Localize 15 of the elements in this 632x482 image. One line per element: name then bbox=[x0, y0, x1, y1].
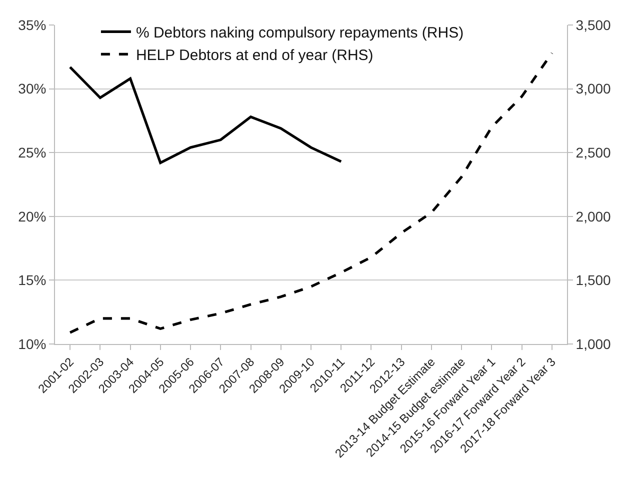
y2-tick-label: 1,000 bbox=[576, 336, 612, 352]
y-tick-label: 10% bbox=[18, 336, 46, 352]
y2-tick-label: 1,500 bbox=[576, 272, 612, 288]
y2-tick-label: 2,000 bbox=[576, 208, 612, 224]
y-tick-label: 15% bbox=[18, 272, 46, 288]
y2-tick-label: 2,500 bbox=[576, 144, 612, 160]
y-tick-label: 25% bbox=[18, 144, 46, 160]
y2-tick-label: 3,500 bbox=[576, 16, 612, 33]
y2-tick-label: 3,000 bbox=[576, 80, 612, 97]
y-tick-label: 35% bbox=[18, 16, 46, 33]
line-series bbox=[68, 66, 342, 164]
legend-label: % Debtors naking compulsory repayments (RHS) bbox=[136, 24, 464, 42]
y-tick-label: 30% bbox=[18, 80, 46, 97]
legend-label: HELP Debtors at end of year (RHS) bbox=[136, 47, 374, 64]
y-tick-label: 20% bbox=[18, 208, 46, 224]
